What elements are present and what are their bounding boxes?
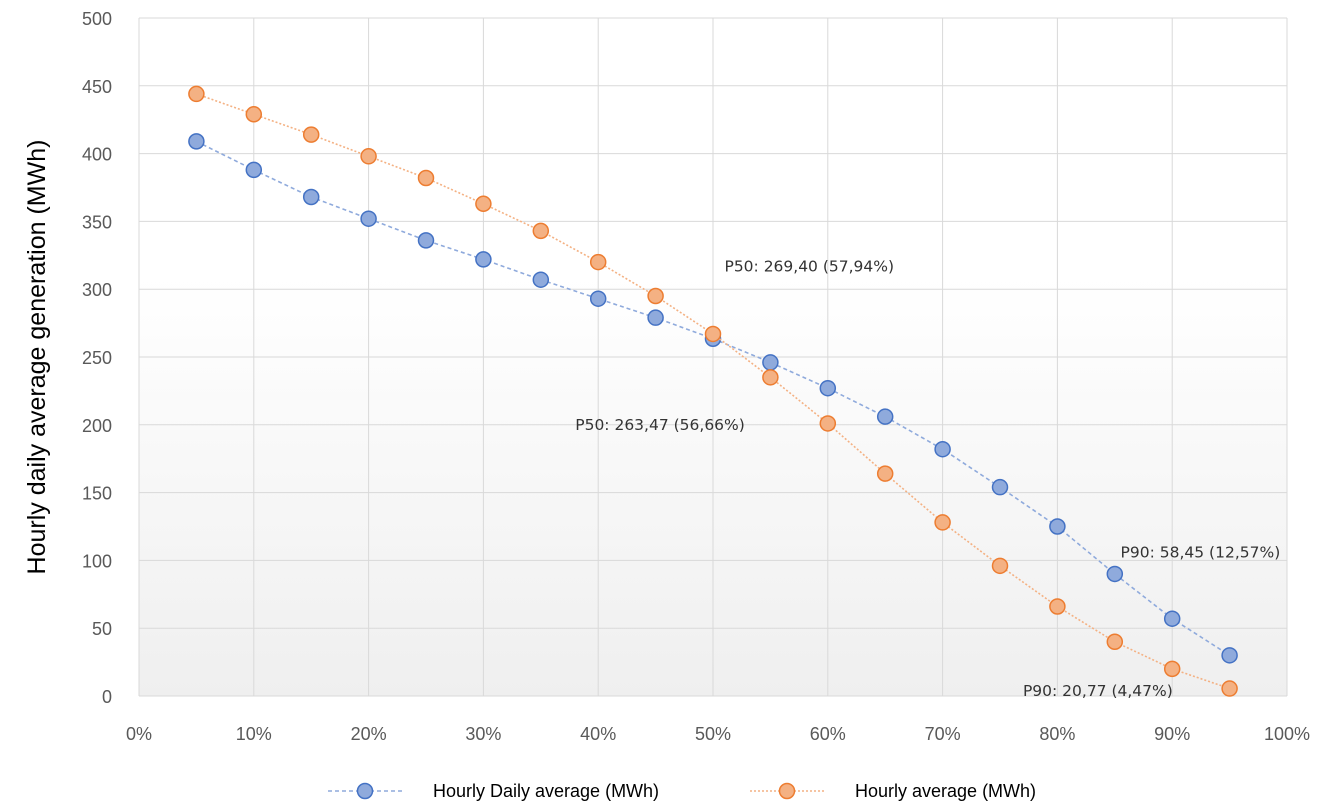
data-point (246, 162, 261, 177)
data-point (820, 381, 835, 396)
data-point (1107, 634, 1122, 649)
data-point (591, 291, 606, 306)
y-tick-label: 250 (82, 348, 112, 368)
x-tick-label: 20% (351, 724, 387, 744)
legend-item: Hourly Daily average (MWh) (328, 781, 659, 801)
data-point (648, 288, 663, 303)
data-point (1222, 648, 1237, 663)
data-point (304, 189, 319, 204)
data-point (1222, 681, 1237, 696)
y-tick-label: 150 (82, 484, 112, 504)
data-point (476, 196, 491, 211)
data-point (706, 326, 721, 341)
data-point (361, 211, 376, 226)
data-point (419, 171, 434, 186)
data-point (533, 223, 548, 238)
data-point (533, 272, 548, 287)
x-tick-label: 80% (1039, 724, 1075, 744)
data-point (1050, 599, 1065, 614)
data-point (820, 416, 835, 431)
x-tick-label: 60% (810, 724, 846, 744)
x-tick-label: 40% (580, 724, 616, 744)
legend: Hourly Daily average (MWh) Hourly average… (328, 781, 1036, 801)
data-point (1107, 566, 1122, 581)
data-point (361, 149, 376, 164)
legend-item: Hourly average (MWh) (750, 781, 1036, 801)
data-point (304, 127, 319, 142)
data-point (878, 409, 893, 424)
annotation-label: P50: 263,47 (56,66%) (575, 416, 745, 434)
data-point (878, 466, 893, 481)
x-tick-label: 100% (1264, 724, 1310, 744)
data-point (1050, 519, 1065, 534)
legend-label: Hourly Daily average (MWh) (433, 781, 659, 801)
data-point (189, 86, 204, 101)
y-tick-label: 100 (82, 551, 112, 571)
data-point (476, 252, 491, 267)
data-point (591, 255, 606, 270)
y-axis-label: Hourly daily average generation (MWh) (23, 140, 51, 575)
data-point (935, 515, 950, 530)
x-tick-label: 50% (695, 724, 731, 744)
data-point (419, 233, 434, 248)
x-tick-label: 90% (1154, 724, 1190, 744)
y-tick-label: 400 (82, 145, 112, 165)
data-point (246, 107, 261, 122)
x-tick-label: 70% (925, 724, 961, 744)
y-tick-label: 300 (82, 280, 112, 300)
annotation-label: P90: 58,45 (12,57%) (1121, 544, 1281, 562)
legend-marker (780, 784, 795, 799)
x-tick-label: 30% (465, 724, 501, 744)
legend-marker (358, 784, 373, 799)
x-tick-label: 10% (236, 724, 272, 744)
legend-label: Hourly average (MWh) (855, 781, 1036, 801)
data-point (763, 370, 778, 385)
data-point (763, 355, 778, 370)
data-point (993, 480, 1008, 495)
y-tick-label: 450 (82, 77, 112, 97)
data-point (189, 134, 204, 149)
data-point (993, 558, 1008, 573)
annotation-label: P90: 20,77 (4,47%) (1023, 682, 1173, 700)
y-tick-label: 500 (82, 9, 112, 29)
data-point (1165, 661, 1180, 676)
y-tick-label: 350 (82, 212, 112, 232)
data-point (1165, 611, 1180, 626)
y-tick-label: 200 (82, 416, 112, 436)
y-tick-label: 50 (92, 619, 112, 639)
data-point (648, 310, 663, 325)
data-point (935, 442, 950, 457)
y-tick-label: 0 (102, 687, 112, 707)
x-tick-label: 0% (126, 724, 152, 744)
annotation-label: P50: 269,40 (57,94%) (724, 258, 894, 276)
